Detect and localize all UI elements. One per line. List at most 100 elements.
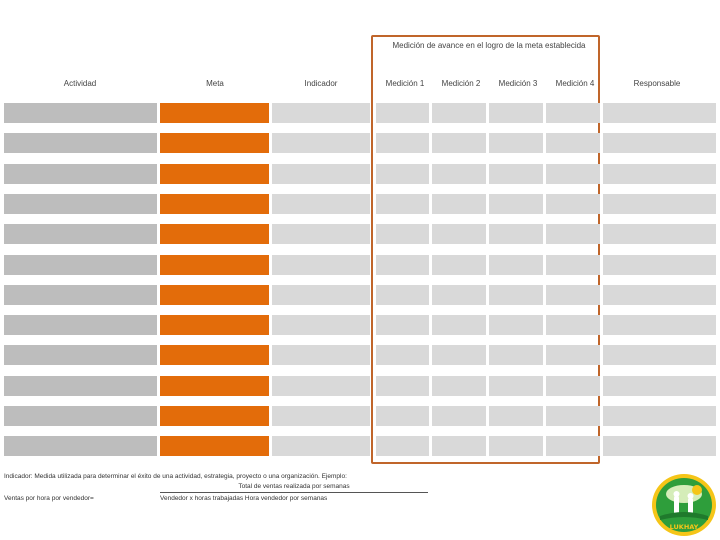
cell-medicion-3[interactable] [489, 194, 543, 214]
cell-medicion-1[interactable] [376, 133, 429, 153]
cell-indicador[interactable] [272, 285, 370, 305]
cell-meta[interactable] [160, 255, 269, 275]
cell-indicador[interactable] [272, 224, 370, 244]
cell-actividad[interactable] [4, 255, 157, 275]
cell-actividad[interactable] [4, 315, 157, 335]
cell-medicion-1[interactable] [376, 406, 429, 426]
cell-responsable[interactable] [603, 406, 716, 426]
cell-medicion-4[interactable] [546, 194, 600, 214]
cell-actividad[interactable] [4, 285, 157, 305]
cell-medicion-4[interactable] [546, 436, 600, 456]
cell-medicion-3[interactable] [489, 103, 543, 123]
cell-medicion-2[interactable] [432, 133, 486, 153]
cell-medicion-2[interactable] [432, 164, 486, 184]
cell-responsable[interactable] [603, 315, 716, 335]
cell-responsable[interactable] [603, 133, 716, 153]
cell-indicador[interactable] [272, 406, 370, 426]
cell-medicion-2[interactable] [432, 285, 486, 305]
cell-medicion-1[interactable] [376, 255, 429, 275]
cell-indicador[interactable] [272, 376, 370, 396]
cell-medicion-1[interactable] [376, 194, 429, 214]
cell-medicion-2[interactable] [432, 436, 486, 456]
cell-medicion-4[interactable] [546, 224, 600, 244]
cell-medicion-1[interactable] [376, 376, 429, 396]
cell-medicion-1[interactable] [376, 224, 429, 244]
cell-actividad[interactable] [4, 194, 157, 214]
cell-indicador[interactable] [272, 436, 370, 456]
cell-meta[interactable] [160, 164, 269, 184]
cell-responsable[interactable] [603, 224, 716, 244]
cell-responsable[interactable] [603, 194, 716, 214]
cell-responsable[interactable] [603, 376, 716, 396]
cell-medicion-4[interactable] [546, 103, 600, 123]
cell-actividad[interactable] [4, 133, 157, 153]
cell-indicador[interactable] [272, 255, 370, 275]
cell-medicion-1[interactable] [376, 164, 429, 184]
cell-medicion-4[interactable] [546, 133, 600, 153]
cell-medicion-3[interactable] [489, 255, 543, 275]
cell-meta[interactable] [160, 285, 269, 305]
cell-medicion-1[interactable] [376, 315, 429, 335]
cell-medicion-4[interactable] [546, 164, 600, 184]
cell-medicion-3[interactable] [489, 436, 543, 456]
cell-medicion-4[interactable] [546, 285, 600, 305]
cell-indicador[interactable] [272, 345, 370, 365]
cell-medicion-2[interactable] [432, 406, 486, 426]
cell-medicion-4[interactable] [546, 345, 600, 365]
cell-responsable[interactable] [603, 255, 716, 275]
cell-meta[interactable] [160, 224, 269, 244]
cell-responsable[interactable] [603, 345, 716, 365]
cell-meta[interactable] [160, 103, 269, 123]
cell-indicador[interactable] [272, 103, 370, 123]
cell-medicion-2[interactable] [432, 345, 486, 365]
cell-actividad[interactable] [4, 103, 157, 123]
cell-actividad[interactable] [4, 345, 157, 365]
cell-medicion-3[interactable] [489, 285, 543, 305]
cell-medicion-3[interactable] [489, 376, 543, 396]
cell-medicion-3[interactable] [489, 345, 543, 365]
cell-actividad[interactable] [4, 436, 157, 456]
cell-medicion-4[interactable] [546, 315, 600, 335]
cell-medicion-1[interactable] [376, 285, 429, 305]
cell-medicion-2[interactable] [432, 255, 486, 275]
cell-responsable[interactable] [603, 436, 716, 456]
cell-meta[interactable] [160, 345, 269, 365]
cell-medicion-3[interactable] [489, 224, 543, 244]
cell-medicion-2[interactable] [432, 376, 486, 396]
cell-meta[interactable] [160, 133, 269, 153]
cell-responsable[interactable] [603, 164, 716, 184]
cell-medicion-1[interactable] [376, 103, 429, 123]
cell-actividad[interactable] [4, 406, 157, 426]
header-medicion-1: Medición 1 [385, 79, 425, 88]
cell-indicador[interactable] [272, 164, 370, 184]
cell-medicion-3[interactable] [489, 164, 543, 184]
header-indicador: Indicador [304, 79, 338, 88]
cell-medicion-3[interactable] [489, 315, 543, 335]
cell-medicion-3[interactable] [489, 406, 543, 426]
indicator-definition: Indicador: Medida utilizada para determi… [4, 473, 347, 480]
cell-medicion-2[interactable] [432, 194, 486, 214]
cell-indicador[interactable] [272, 133, 370, 153]
cell-indicador[interactable] [272, 315, 370, 335]
cell-actividad[interactable] [4, 224, 157, 244]
cell-meta[interactable] [160, 406, 269, 426]
cell-medicion-4[interactable] [546, 376, 600, 396]
cell-responsable[interactable] [603, 285, 716, 305]
cell-meta[interactable] [160, 194, 269, 214]
cell-medicion-3[interactable] [489, 133, 543, 153]
cell-medicion-2[interactable] [432, 103, 486, 123]
cell-actividad[interactable] [4, 376, 157, 396]
cell-medicion-2[interactable] [432, 315, 486, 335]
cell-medicion-1[interactable] [376, 436, 429, 456]
cell-actividad[interactable] [4, 164, 157, 184]
cell-medicion-4[interactable] [546, 406, 600, 426]
cell-meta[interactable] [160, 315, 269, 335]
cell-meta[interactable] [160, 376, 269, 396]
cell-responsable[interactable] [603, 103, 716, 123]
cell-medicion-2[interactable] [432, 224, 486, 244]
cell-medicion-4[interactable] [546, 255, 600, 275]
cell-medicion-1[interactable] [376, 345, 429, 365]
cell-meta[interactable] [160, 436, 269, 456]
cell-indicador[interactable] [272, 194, 370, 214]
